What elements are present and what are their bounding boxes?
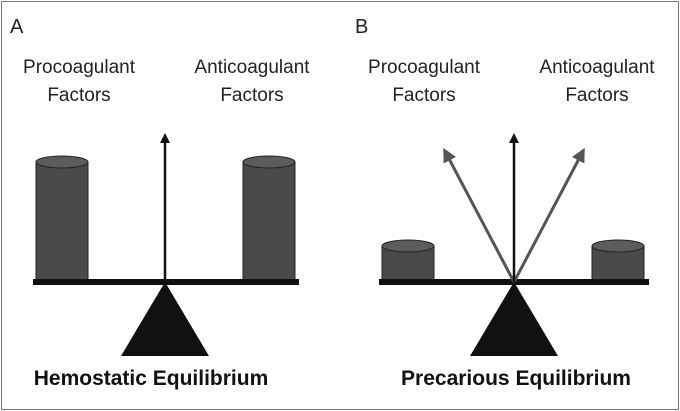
panel-a-caption: Hemostatic Equilibrium — [34, 367, 269, 390]
panel-a: A Procoagulant Factors Anticoagulant Fac… — [10, 16, 310, 390]
panel-b-anticoagulant-cylinder — [591, 239, 645, 281]
panel-b-left-tilt-arrow — [443, 147, 516, 283]
panel-a-anticoagulant-cylinder — [242, 155, 296, 281]
panel-a-procoagulant-label: Procoagulant — [23, 57, 136, 78]
panel-b-caption: Precarious Equilibrium — [401, 367, 631, 390]
panel-a-procoagulant-label-line2: Factors — [47, 85, 110, 106]
panel-a-anticoagulant-label: Anticoagulant — [194, 57, 310, 78]
panel-b-procoagulant-cylinder — [381, 239, 435, 281]
panel-b-anticoagulant-label-line2: Factors — [565, 85, 628, 106]
panel-b-procoagulant-label: Procoagulant — [368, 57, 481, 78]
panel-b-procoagulant-label-line2: Factors — [392, 85, 455, 106]
panel-a-anticoagulant-label-line2: Factors — [220, 85, 283, 106]
panel-a-balance-beam — [33, 279, 299, 285]
panel-a-letter: A — [10, 16, 24, 38]
panel-a-fulcrum — [121, 282, 209, 356]
panel-a-procoagulant-cylinder — [35, 155, 89, 281]
panel-b-fulcrum — [470, 282, 558, 356]
panel-b-anticoagulant-label: Anticoagulant — [539, 57, 655, 78]
panel-b: B Procoagulant Factors Anticoagulant Fac… — [355, 16, 655, 390]
panel-b-letter: B — [355, 16, 368, 38]
panel-b-right-tilt-arrow — [512, 147, 585, 283]
